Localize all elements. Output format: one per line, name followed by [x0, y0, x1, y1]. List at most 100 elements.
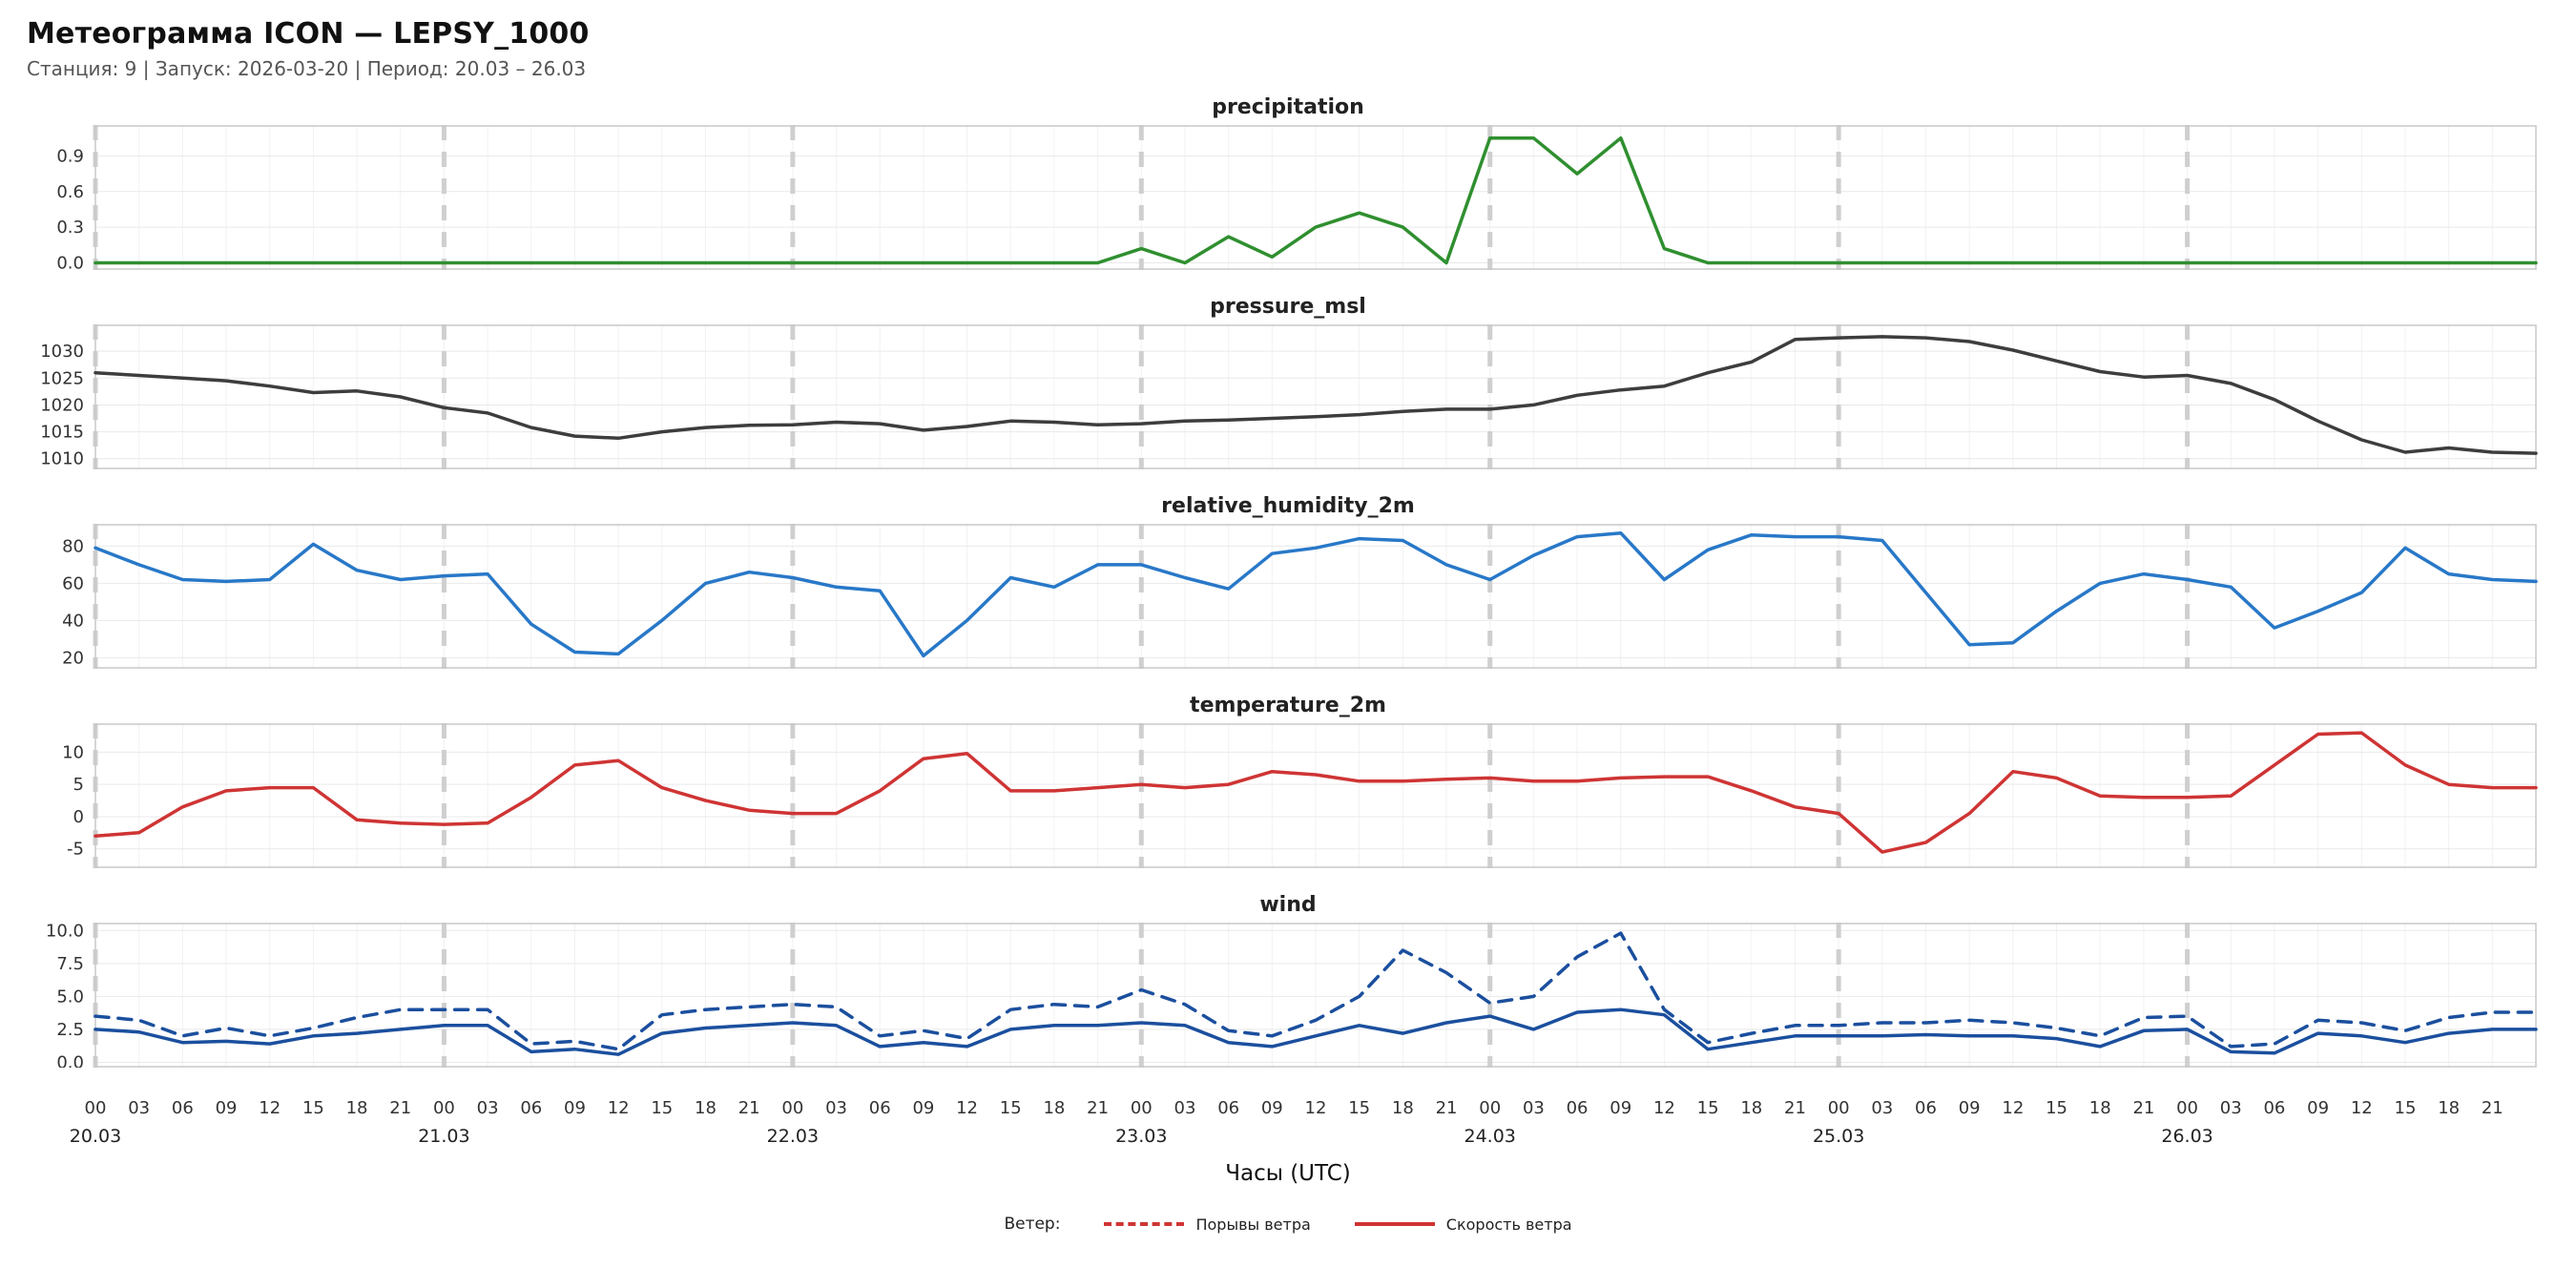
chart-title-wind: wind	[1259, 893, 1317, 917]
hour-tick-label: 18	[2438, 1098, 2460, 1118]
plot-border	[94, 324, 2537, 469]
hour-tick-label: 09	[1959, 1098, 1981, 1118]
hour-tick-label: 21	[1436, 1098, 1458, 1118]
hour-tick-label: 12	[2351, 1098, 2373, 1118]
plot-border	[94, 923, 2537, 1068]
hour-tick-label: 12	[1653, 1098, 1675, 1118]
hour-tick-label: 15	[1348, 1098, 1370, 1118]
day-label: 24.03	[1465, 1126, 1516, 1147]
data-line	[93, 135, 2538, 265]
y-tick-label: 80	[62, 536, 84, 556]
hour-tick-label: 21	[2482, 1098, 2503, 1118]
hour-tick-label: 15	[2046, 1098, 2067, 1118]
y-tick-label: 2.5	[56, 1020, 84, 1040]
legend-item-speed: Скорость ветра	[1354, 1215, 1572, 1234]
plot-temperature: -5 0 5 10	[62, 723, 2538, 868]
data-line	[93, 931, 2538, 1051]
legend-label-speed: Скорость ветра	[1445, 1215, 1572, 1234]
y-tick-label: 40	[62, 611, 84, 631]
hour-tick-label: 15	[1697, 1098, 1719, 1118]
legend-label-gusts: Порывы ветра	[1195, 1215, 1311, 1234]
y-tick-label: 1010	[40, 449, 84, 469]
meteogram-charts: precipitation 0.0 0.3 0.6 0.9 pressure_msl …	[27, 95, 2549, 1234]
hour-tick-label: 09	[912, 1098, 934, 1118]
hour-tick-label: 06	[1217, 1098, 1239, 1118]
hour-tick-label: 00	[1131, 1098, 1153, 1118]
hour-tick-label: 15	[302, 1098, 324, 1118]
hour-tick-label: 12	[259, 1098, 280, 1118]
day-label: 20.03	[70, 1126, 121, 1147]
dashed-line-sample	[1104, 1222, 1185, 1226]
hour-tick-label: 18	[1392, 1098, 1414, 1118]
legend-item-gusts: Порывы ветра	[1104, 1215, 1311, 1234]
data-line	[93, 530, 2538, 658]
hour-tick-label: 15	[1000, 1098, 1022, 1118]
hour-tick-label: 15	[651, 1098, 673, 1118]
legend-title: Ветер:	[1004, 1215, 1061, 1234]
hour-tick-label: 00	[433, 1098, 455, 1118]
hour-tick-label: 18	[1043, 1098, 1065, 1118]
y-tick-label: 10.0	[46, 923, 84, 941]
hour-tick-label: 00	[1479, 1098, 1501, 1118]
chart-panel-wind: wind 0.0 2.5 5.0 7.5 10.0	[27, 893, 2549, 1068]
day-label: 26.03	[2161, 1126, 2212, 1147]
page-header: Метеограмма ICON — LEPSY_1000 Станция: 9…	[27, 17, 2549, 80]
hour-tick-label: 21	[2132, 1098, 2154, 1118]
chart-panel-humidity: relative_humidity_2m 20 40 60 80	[27, 494, 2549, 669]
gridlines	[93, 923, 2537, 1068]
wind-legend: Ветер: Порывы ветра Скорость ветра	[27, 1215, 2549, 1234]
hour-tick-label: 00	[781, 1098, 803, 1118]
y-tick-label: 5	[73, 775, 84, 795]
hour-tick-label: 21	[389, 1098, 411, 1118]
hour-tick-label: 09	[1610, 1098, 1631, 1118]
hour-tick-label: 18	[695, 1098, 717, 1118]
hour-tick-label: 00	[2176, 1098, 2198, 1118]
chart-title-pressure: pressure_msl	[1210, 295, 1366, 319]
hour-tick-label: 03	[1523, 1098, 1545, 1118]
data-line	[93, 335, 2538, 455]
gridlines	[93, 524, 2537, 669]
plot-border	[94, 125, 2537, 270]
y-tick-label: 5.0	[56, 987, 84, 1007]
y-tick-label: 10	[62, 742, 84, 762]
plot-border	[94, 524, 2537, 669]
hour-tick-label: 12	[1305, 1098, 1327, 1118]
plot-precipitation: 0.0 0.3 0.6 0.9	[56, 125, 2538, 270]
x-axis-title: Часы (UTC)	[1225, 1161, 1351, 1186]
hour-tick-label: 18	[2089, 1098, 2111, 1118]
chart-title-temperature: temperature_2m	[1190, 694, 1386, 717]
hour-tick-label: 06	[1567, 1098, 1589, 1118]
plot-pressure: 1010 1015 1020 1025 1030	[40, 324, 2538, 469]
data-line	[93, 1008, 2538, 1056]
hour-tick-label: 12	[2002, 1098, 2024, 1118]
y-tick-label: -5	[67, 840, 84, 860]
y-tick-label: 0.6	[56, 182, 84, 202]
y-tick-label: 60	[62, 573, 84, 593]
plot-border	[94, 723, 2537, 868]
y-tick-label: 20	[62, 648, 84, 668]
hour-tick-label: 21	[738, 1098, 760, 1118]
gridlines	[93, 723, 2537, 868]
y-tick-label: 1030	[40, 342, 84, 362]
hour-tick-label: 09	[2307, 1098, 2329, 1118]
hour-tick-label: 18	[346, 1098, 368, 1118]
y-tick-label: 0.9	[56, 146, 84, 166]
page-title: Метеограмма ICON — LEPSY_1000	[27, 17, 590, 51]
chart-panel-temperature: temperature_2m -5 0 5 10	[27, 694, 2549, 868]
y-tick-label: 0.3	[56, 218, 84, 238]
chart-title-humidity: relative_humidity_2m	[1161, 494, 1415, 518]
hour-tick-label: 03	[128, 1098, 150, 1118]
chart-panel-pressure: pressure_msl 1010 1015 1020 1025 1030	[27, 295, 2549, 469]
hour-tick-label: 00	[1828, 1098, 1850, 1118]
gridlines	[93, 125, 2537, 270]
y-tick-label: 1020	[40, 395, 84, 415]
y-tick-label: 7.5	[56, 954, 84, 974]
day-label: 23.03	[1115, 1126, 1167, 1147]
hour-tick-label: 06	[172, 1098, 194, 1118]
hour-tick-label: 09	[1261, 1098, 1283, 1118]
hour-tick-label: 09	[216, 1098, 238, 1118]
hour-tick-label: 03	[825, 1098, 847, 1118]
y-tick-label: 1015	[40, 423, 84, 443]
chart-title-precipitation: precipitation	[1212, 95, 1364, 119]
hour-tick-label: 03	[2220, 1098, 2242, 1118]
